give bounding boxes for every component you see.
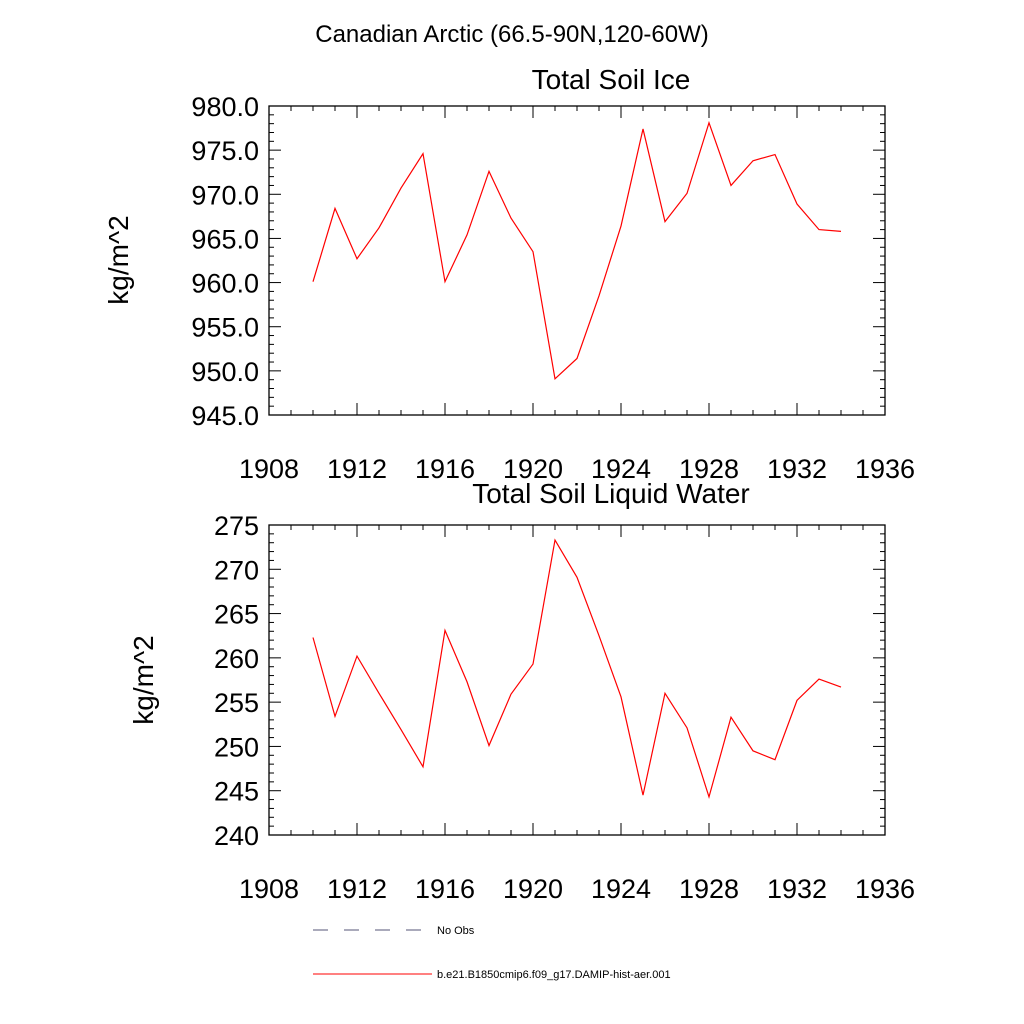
x-tick-label: 1908 xyxy=(239,874,299,904)
y-tick-label: 270 xyxy=(214,555,259,585)
x-tick-label: 1924 xyxy=(591,874,651,904)
x-tick-label: 1932 xyxy=(767,874,827,904)
series-line xyxy=(312,120,842,380)
y-tick-label: 965.0 xyxy=(191,224,259,254)
y-tick-label: 955.0 xyxy=(191,313,259,343)
plot-frame xyxy=(268,105,886,416)
y-axis-label: kg/m^2 xyxy=(128,635,159,724)
y-tick-label: 960.0 xyxy=(191,269,259,299)
panel-total-soil-ice: Total Soil Ice kg/m^2 1908 1912 1916 1920 1924… xyxy=(103,64,915,484)
x-tick-label: 1920 xyxy=(503,454,563,484)
legend: No Obs b.e21.B1850cmip6.f09_g17.DAMIP-his… xyxy=(313,925,671,981)
y-tick-label: 980.0 xyxy=(191,92,259,122)
series-points xyxy=(313,123,841,379)
y-tick-label: 265 xyxy=(214,600,259,630)
plot-frame xyxy=(268,524,886,836)
legend-label: b.e21.B1850cmip6.f09_g17.DAMIP-hist-aer.… xyxy=(437,969,671,981)
y-tick-label: 260 xyxy=(214,644,259,674)
y-tick-label: 275 xyxy=(214,511,259,541)
x-tick-label: 1936 xyxy=(855,454,915,484)
x-tick-label: 1928 xyxy=(679,874,739,904)
axis-ticks xyxy=(268,524,886,836)
y-tick-label: 240 xyxy=(214,821,259,851)
x-tick-label: 1916 xyxy=(415,874,475,904)
x-tick-label: 1912 xyxy=(327,874,387,904)
y-tick-label: 950.0 xyxy=(191,357,259,387)
y-tick-label: 970.0 xyxy=(191,180,259,210)
figure-main-title: Canadian Arctic (66.5-90N,120-60W) xyxy=(315,21,709,48)
chart-title: Total Soil Liquid Water xyxy=(472,478,750,509)
y-tick-label: 250 xyxy=(214,732,259,762)
x-tick-label: 1916 xyxy=(415,454,475,484)
y-tick-label: 975.0 xyxy=(191,136,259,166)
x-tick-label: 1936 xyxy=(855,874,915,904)
x-tick-label: 1924 xyxy=(591,454,651,484)
x-tick-label: 1928 xyxy=(679,454,739,484)
chart-title: Total Soil Ice xyxy=(532,64,691,95)
y-tick-label: 945.0 xyxy=(191,401,259,431)
y-tick-label: 245 xyxy=(214,777,259,807)
legend-label: No Obs xyxy=(437,925,475,937)
y-axis-label: kg/m^2 xyxy=(103,215,134,304)
x-tick-label: 1912 xyxy=(327,454,387,484)
x-tick-label: 1920 xyxy=(503,874,563,904)
series-line xyxy=(312,538,842,800)
panel-total-soil-liquid-water: Total Soil Liquid Water kg/m^2 1908 1912 191… xyxy=(128,478,915,904)
x-tick-label: 1908 xyxy=(239,454,299,484)
x-tick-label: 1932 xyxy=(767,454,827,484)
y-tick-label: 255 xyxy=(214,688,259,718)
axis-ticks xyxy=(268,105,886,416)
